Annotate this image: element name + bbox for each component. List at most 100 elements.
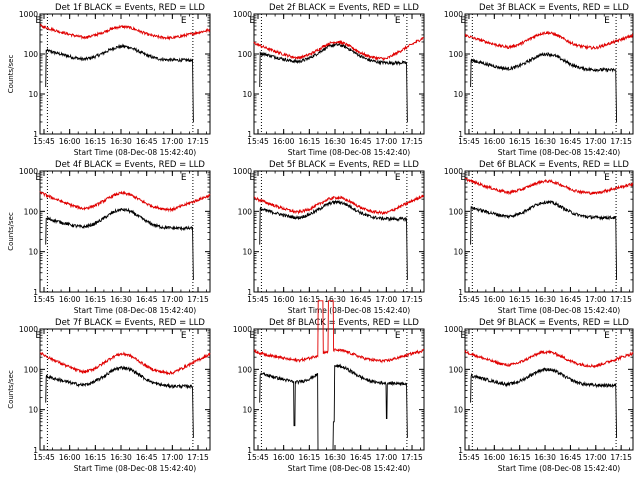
y-axis-label: Counts/sec — [7, 55, 15, 94]
marker-label: E — [249, 331, 255, 341]
panel-title: Det 8f BLACK = Events, RED = LLD — [269, 318, 419, 328]
x-tick-label: 16:00 — [273, 453, 295, 462]
x-tick-label: 17:00 — [376, 137, 398, 146]
y-tick-label: 10 — [453, 248, 463, 257]
x-tick-label: 17:00 — [376, 295, 398, 304]
x-tick-label: 15:45 — [458, 137, 480, 146]
y-tick-label: 10 — [242, 90, 252, 99]
panel-det-7f: Det 7f BLACK = Events, RED = LLD 1 10 100 10… — [7, 318, 211, 473]
plot-frame — [253, 13, 425, 135]
series-events-line — [470, 199, 618, 280]
series-events-line — [45, 207, 194, 280]
panel-title: Det 2f BLACK = Events, RED = LLD — [269, 3, 419, 13]
plot-frame — [39, 170, 211, 293]
series-events-line — [45, 43, 194, 123]
x-tick-label: 15:45 — [247, 137, 269, 146]
plot-frame — [39, 328, 211, 451]
x-tick-label: 16:45 — [136, 137, 158, 146]
x-tick-label: 17:15 — [401, 453, 423, 462]
x-tick-label: 16:45 — [560, 137, 582, 146]
y-tick-label: 100 — [24, 207, 39, 216]
y-tick-label: 1 — [247, 288, 252, 297]
marker-label: E — [460, 173, 466, 183]
panel-title: Det 9f BLACK = Events, RED = LLD — [479, 318, 629, 328]
x-axis-label: Start Time (08-Dec-08 15:42:40) — [288, 306, 410, 315]
y-tick-label: 1 — [458, 288, 463, 297]
x-axis-label: Start Time (08-Dec-08 15:42:40) — [288, 464, 410, 473]
x-tick-label: 17:15 — [401, 295, 423, 304]
x-tick-label: 16:30 — [110, 137, 132, 146]
x-tick-label: 17:00 — [162, 295, 184, 304]
y-tick-label: 10 — [242, 248, 252, 257]
x-tick-label: 17:15 — [610, 295, 632, 304]
x-tick-label: 17:00 — [585, 137, 607, 146]
x-axis-label: Start Time (08-Dec-08 15:42:40) — [74, 306, 196, 315]
x-tick-label: 17:15 — [187, 137, 209, 146]
x-tick-label: 17:15 — [187, 295, 209, 304]
x-tick-label: 15:45 — [33, 295, 55, 304]
series-lld-line — [253, 300, 425, 364]
y-tick-label: 100 — [24, 50, 39, 59]
series-lld-line — [464, 177, 634, 196]
x-tick-label: 16:30 — [110, 453, 132, 462]
panel-title: Det 1f BLACK = Events, RED = LLD — [55, 3, 205, 13]
x-tick-label: 16:15 — [509, 137, 531, 146]
panel-det-2f: Det 2f BLACK = Events, RED = LLD 1 10 100 10… — [233, 3, 425, 157]
panel-det-1f: Det 1f BLACK = Events, RED = LLD 1 10 100 10… — [7, 3, 211, 157]
x-tick-label: 17:00 — [376, 453, 398, 462]
plot-frame — [464, 170, 634, 293]
panel-title: Det 7f BLACK = Events, RED = LLD — [55, 318, 205, 328]
x-axis-label: Start Time (08-Dec-08 15:42:40) — [498, 464, 620, 473]
x-tick-label: 16:00 — [484, 137, 506, 146]
x-axis-label: Start Time (08-Dec-08 15:42:40) — [288, 148, 410, 157]
marker-label: E — [181, 173, 187, 183]
x-axis-label: Start Time (08-Dec-08 15:42:40) — [498, 306, 620, 315]
marker-label: E — [395, 16, 401, 26]
panel-det-9f: Det 9f BLACK = Events, RED = LLD 1 10 100 10… — [444, 318, 634, 473]
x-tick-label: 16:30 — [534, 295, 556, 304]
plot-frame — [39, 13, 211, 135]
marker-label: E — [35, 331, 41, 341]
y-tick-label: 100 — [238, 365, 253, 374]
panel-det-8f: Det 8f BLACK = Events, RED = LLD 1 10 100 10… — [233, 300, 425, 473]
x-tick-label: 16:15 — [85, 137, 107, 146]
x-tick-label: 16:30 — [324, 295, 346, 304]
panel-title: Det 3f BLACK = Events, RED = LLD — [479, 3, 629, 13]
y-tick-label: 100 — [449, 50, 464, 59]
x-tick-label: 16:30 — [534, 137, 556, 146]
x-tick-label: 16:15 — [85, 453, 107, 462]
x-tick-label: 16:30 — [534, 453, 556, 462]
x-tick-label: 16:45 — [136, 453, 158, 462]
x-tick-label: 15:45 — [247, 453, 269, 462]
y-tick-label: 10 — [28, 406, 38, 415]
marker-label: E — [460, 16, 466, 26]
y-tick-label: 10 — [242, 406, 252, 415]
x-tick-label: 17:00 — [585, 295, 607, 304]
panel-title: Det 5f BLACK = Events, RED = LLD — [269, 160, 419, 170]
y-tick-label: 100 — [449, 365, 464, 374]
x-tick-label: 17:15 — [401, 137, 423, 146]
x-tick-label: 16:15 — [299, 453, 321, 462]
x-tick-label: 16:15 — [299, 137, 321, 146]
y-tick-label: 1000 — [444, 167, 463, 176]
x-tick-label: 17:15 — [187, 453, 209, 462]
x-tick-label: 16:00 — [59, 453, 81, 462]
x-tick-label: 16:15 — [85, 295, 107, 304]
x-tick-label: 16:00 — [273, 295, 295, 304]
y-tick-label: 100 — [238, 50, 253, 59]
x-tick-label: 16:00 — [273, 137, 295, 146]
plot-frame — [253, 328, 425, 451]
x-tick-label: 17:00 — [162, 453, 184, 462]
x-tick-label: 16:30 — [324, 453, 346, 462]
y-tick-label: 1 — [33, 446, 38, 455]
y-tick-label: 1 — [247, 130, 252, 139]
plot-frame — [253, 170, 425, 293]
marker-label: E — [395, 173, 401, 183]
x-tick-label: 15:45 — [458, 453, 480, 462]
y-tick-label: 1000 — [19, 325, 38, 334]
x-axis-label: Start Time (08-Dec-08 15:42:40) — [74, 148, 196, 157]
y-tick-label: 100 — [238, 207, 253, 216]
marker-label: E — [604, 331, 610, 341]
x-tick-label: 16:00 — [59, 137, 81, 146]
